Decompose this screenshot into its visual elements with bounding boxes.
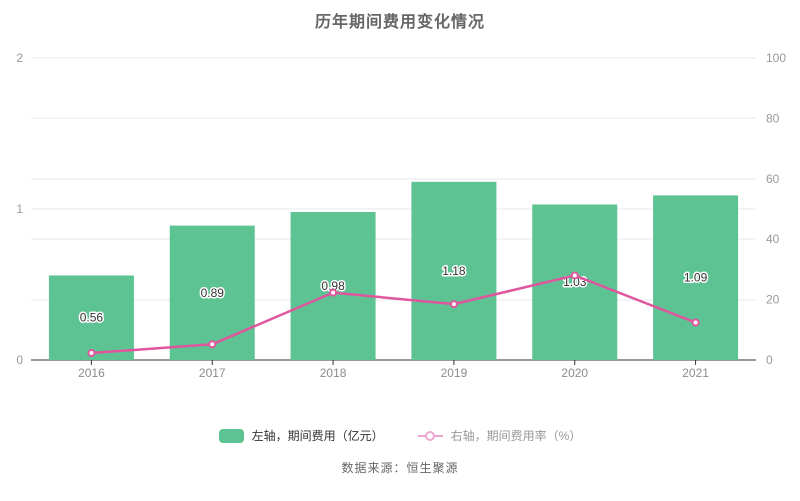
- right-axis-tick-label: 60: [766, 172, 780, 186]
- bar-value-label-2018: 0.98: [321, 279, 345, 293]
- bar-2018[interactable]: [290, 212, 376, 360]
- data-source-note: 数据来源：恒生聚源: [341, 461, 459, 475]
- rate-line-point-2017[interactable]: [208, 340, 217, 349]
- bar-series-swatch-icon: [218, 428, 244, 443]
- bar-value-label-2021: 1.09: [684, 271, 708, 285]
- right-axis-tick-label: 0: [766, 353, 773, 367]
- x-axis-label-2017: 2017: [199, 366, 226, 380]
- line-series-swatch-icon: [417, 429, 443, 443]
- bar-2019[interactable]: [411, 181, 497, 360]
- x-axis-label-2020: 2020: [561, 366, 588, 380]
- bar-2021[interactable]: [653, 195, 739, 360]
- rate-line-point-2019[interactable]: [449, 300, 458, 309]
- x-axis-label-2016: 2016: [78, 366, 105, 380]
- right-axis-tick-label: 20: [766, 293, 780, 307]
- right-axis-tick-label: 100: [766, 51, 786, 65]
- rate-line-point-2016[interactable]: [87, 349, 96, 358]
- bar-value-label-2017: 0.89: [201, 286, 225, 300]
- left-axis-tick-label: 2: [16, 51, 23, 65]
- bar-value-label-2019: 1.18: [442, 264, 466, 278]
- bar-value-label-2016: 0.56: [80, 311, 104, 325]
- x-axis-label-2019: 2019: [441, 366, 468, 380]
- bar-2017[interactable]: [169, 225, 255, 360]
- legend-item-rate-line[interactable]: 右轴，期间费用率（%）: [417, 427, 582, 444]
- rate-line-point-2018[interactable]: [329, 288, 338, 297]
- right-axis-tick-label: 80: [766, 111, 780, 125]
- bar-2016[interactable]: [48, 275, 134, 360]
- left-axis-tick-label: 1: [16, 202, 23, 216]
- x-axis-label-2018: 2018: [320, 366, 347, 380]
- legend-label-expense: 左轴，期间费用（亿元）: [251, 429, 384, 443]
- legend-label-rate: 右轴，期间费用率（%）: [450, 429, 582, 443]
- x-axis-label-2021: 2021: [682, 366, 709, 380]
- legend-item-expense-bar[interactable]: 左轴，期间费用（亿元）: [218, 427, 384, 444]
- legend: 左轴，期间费用（亿元） 右轴，期间费用率（%）: [0, 427, 800, 444]
- rate-line: [90, 274, 697, 355]
- left-axis-tick-label: 0: [16, 353, 23, 367]
- rate-line-point-2020[interactable]: [570, 271, 579, 280]
- rate-line-point-2021[interactable]: [691, 318, 700, 327]
- page-title: 历年期间费用变化情况: [314, 14, 485, 31]
- right-axis-tick-label: 40: [766, 232, 780, 246]
